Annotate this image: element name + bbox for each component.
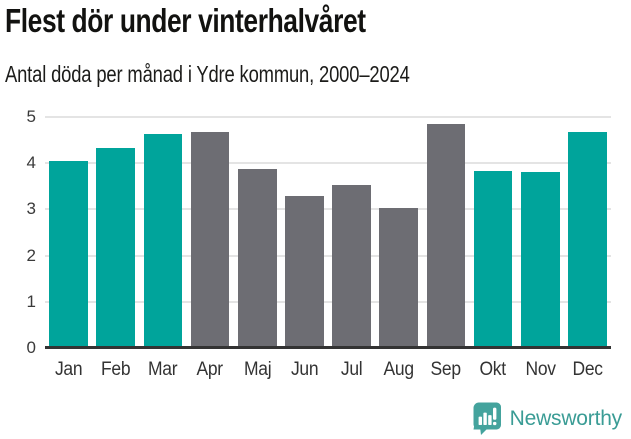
y-tick-label: 5 <box>26 107 36 126</box>
bar-okt <box>473 170 513 348</box>
x-tick-label-dec: Dec <box>572 359 603 380</box>
bar-slot-nov: Nov <box>517 117 564 380</box>
gridline <box>45 162 611 165</box>
chart-subtitle: Antal döda per månad i Ydre kommun, 2000… <box>5 61 410 87</box>
x-axis-line <box>45 346 611 349</box>
gridline <box>45 254 611 257</box>
x-tick-label-jun: Jun <box>290 359 319 380</box>
x-tick-label-aug: Aug <box>383 359 415 380</box>
x-tick-label-nov: Nov <box>525 359 556 380</box>
bar-slot-aug: Aug <box>375 117 422 380</box>
x-tick-label-maj: Maj <box>243 359 272 380</box>
bar-dec <box>568 131 607 348</box>
newsworthy-logo-text: Newsworthy <box>509 406 623 430</box>
x-tick-label-feb: Feb <box>101 359 131 380</box>
bar-chart-bars: Jan Feb Mar Apr Maj Jun Jul Aug Sep Okt Nov Dec <box>45 117 611 380</box>
bar-slot-jul: Jul <box>328 117 375 380</box>
y-tick-label: 4 <box>26 153 36 173</box>
bar-jul <box>332 185 371 348</box>
bar-jan <box>49 161 88 348</box>
x-tick-label-mar: Mar <box>148 359 178 380</box>
bar-sep <box>426 124 466 348</box>
bar-slot-maj: Maj <box>234 117 281 380</box>
bar-slot-apr: Apr <box>187 117 234 380</box>
newsworthy-logo: Newsworthy <box>473 402 622 435</box>
x-tick-label-jul: Jul <box>340 359 363 380</box>
y-tick-label: 1 <box>26 291 36 311</box>
bar-maj <box>237 168 277 348</box>
bar-slot-mar: Mar <box>139 117 186 380</box>
bar-slot-feb: Feb <box>92 117 139 380</box>
gridline <box>45 208 611 211</box>
gridline <box>45 300 611 303</box>
y-tick-label: 0 <box>26 338 36 357</box>
bar-slot-dec: Dec <box>564 117 611 380</box>
bar-slot-jan: Jan <box>45 117 92 380</box>
x-tick-label-okt: Okt <box>479 359 507 380</box>
bar-feb <box>96 148 136 348</box>
bar-mar <box>143 133 183 348</box>
bar-nov <box>520 172 560 348</box>
gridline <box>45 116 611 118</box>
y-axis-labels: 0 1 2 3 4 5 <box>0 108 36 356</box>
x-tick-label-jan: Jan <box>54 359 83 380</box>
bar-slot-jun: Jun <box>281 117 328 380</box>
bar-slot-okt: Okt <box>470 117 517 380</box>
bar-chart-plot-area: Jan Feb Mar Apr Maj Jun Jul Aug Sep Okt Nov Dec <box>45 116 611 380</box>
x-tick-label-sep: Sep <box>430 359 462 380</box>
bar-aug <box>379 207 419 348</box>
bar-slot-sep: Sep <box>422 117 469 380</box>
x-tick-label-apr: Apr <box>196 359 224 380</box>
newsworthy-icon <box>473 402 501 435</box>
bar-jun <box>285 196 324 348</box>
y-tick-label: 2 <box>26 245 36 265</box>
bar-apr <box>190 131 230 348</box>
chart-title: Flest dör under vinterhalvåret <box>5 2 366 39</box>
y-tick-label: 3 <box>26 199 36 219</box>
